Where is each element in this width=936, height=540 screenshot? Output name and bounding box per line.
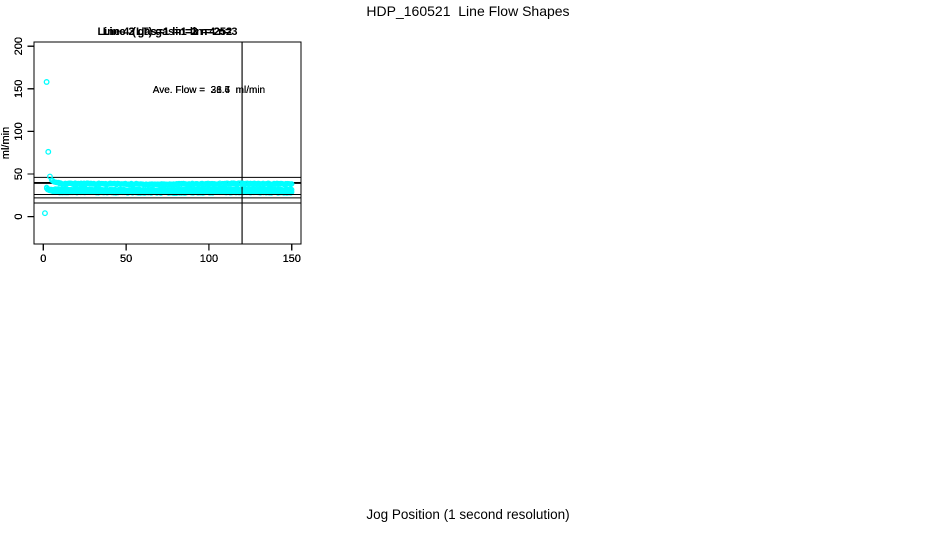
y-tick-label: 0 bbox=[13, 214, 25, 220]
y-tick-label: 200 bbox=[13, 37, 25, 55]
panel-title: Line 4 (LT) gas=1 lin=4 n=3 bbox=[97, 26, 237, 38]
outlier-point bbox=[43, 79, 50, 85]
x-tick-label: 0 bbox=[40, 253, 46, 265]
panel-plot: Line 4 (LT) gas=1 lin=4 n=3 0 50 100 150 200 0… bbox=[0, 26, 302, 265]
panel-title: Line 2 gas=1 lin=2 n=252 bbox=[103, 26, 232, 38]
y-tick-label: 50 bbox=[13, 168, 25, 180]
y-tick-label: 150 bbox=[13, 80, 25, 98]
y-tick-label: 0 bbox=[13, 214, 25, 220]
y-tick-label: 150 bbox=[13, 80, 25, 98]
x-axis-label: Jog Position (1 second resolution) bbox=[366, 507, 570, 522]
panel-title: Line 3 gas=1 lin=3 n=252 bbox=[103, 26, 232, 38]
flow-annotation: Ave. Flow = 36.4 ml/min bbox=[153, 85, 265, 96]
y-tick-label: 200 bbox=[13, 37, 25, 55]
x-tick-label: 50 bbox=[120, 253, 132, 265]
plot-box bbox=[33, 41, 302, 245]
x-tick-label: 50 bbox=[120, 253, 132, 265]
x-tick-label: 100 bbox=[200, 253, 218, 265]
x-tick-label: 150 bbox=[283, 253, 301, 265]
y-axis-title: ml/min bbox=[0, 127, 12, 159]
y-axis-title: ml/min bbox=[0, 127, 12, 159]
outlier-point bbox=[45, 148, 52, 155]
data-point bbox=[289, 181, 295, 187]
x-tick-label: 0 bbox=[40, 253, 46, 265]
y-tick-label: 50 bbox=[13, 168, 25, 180]
y-tick-label: 50 bbox=[13, 168, 25, 180]
x-tick-label: 150 bbox=[283, 253, 301, 265]
outlier-point bbox=[46, 173, 53, 180]
y-axis-title: ml/min bbox=[0, 127, 12, 159]
flow-annotation: Ave. Flow = 31.7 ml/min bbox=[153, 85, 265, 96]
panel-line-4: Line 4 (LT) gas=1 lin=4 n=3 0 50 100 150 200 0… bbox=[0, 0, 312, 275]
flow-annotation: Ave. Flow = 28.6 ml/min bbox=[153, 85, 265, 96]
data-point bbox=[288, 190, 294, 196]
x-tick-label: 50 bbox=[120, 253, 132, 265]
y-tick-label: 200 bbox=[13, 37, 25, 55]
data-points bbox=[48, 177, 295, 188]
x-tick-label: 100 bbox=[200, 253, 218, 265]
figure-title: HDP_160521 Line Flow Shapes bbox=[366, 3, 570, 19]
y-tick-label: 100 bbox=[13, 122, 25, 140]
y-tick-label: 100 bbox=[13, 122, 25, 140]
y-tick-label: 0 bbox=[13, 214, 25, 220]
x-tick-label: 0 bbox=[40, 253, 46, 265]
x-tick-label: 150 bbox=[283, 253, 301, 265]
y-tick-label: 150 bbox=[13, 80, 25, 98]
y-tick-label: 100 bbox=[13, 122, 25, 140]
x-tick-label: 100 bbox=[200, 253, 218, 265]
outlier-point bbox=[42, 210, 48, 217]
